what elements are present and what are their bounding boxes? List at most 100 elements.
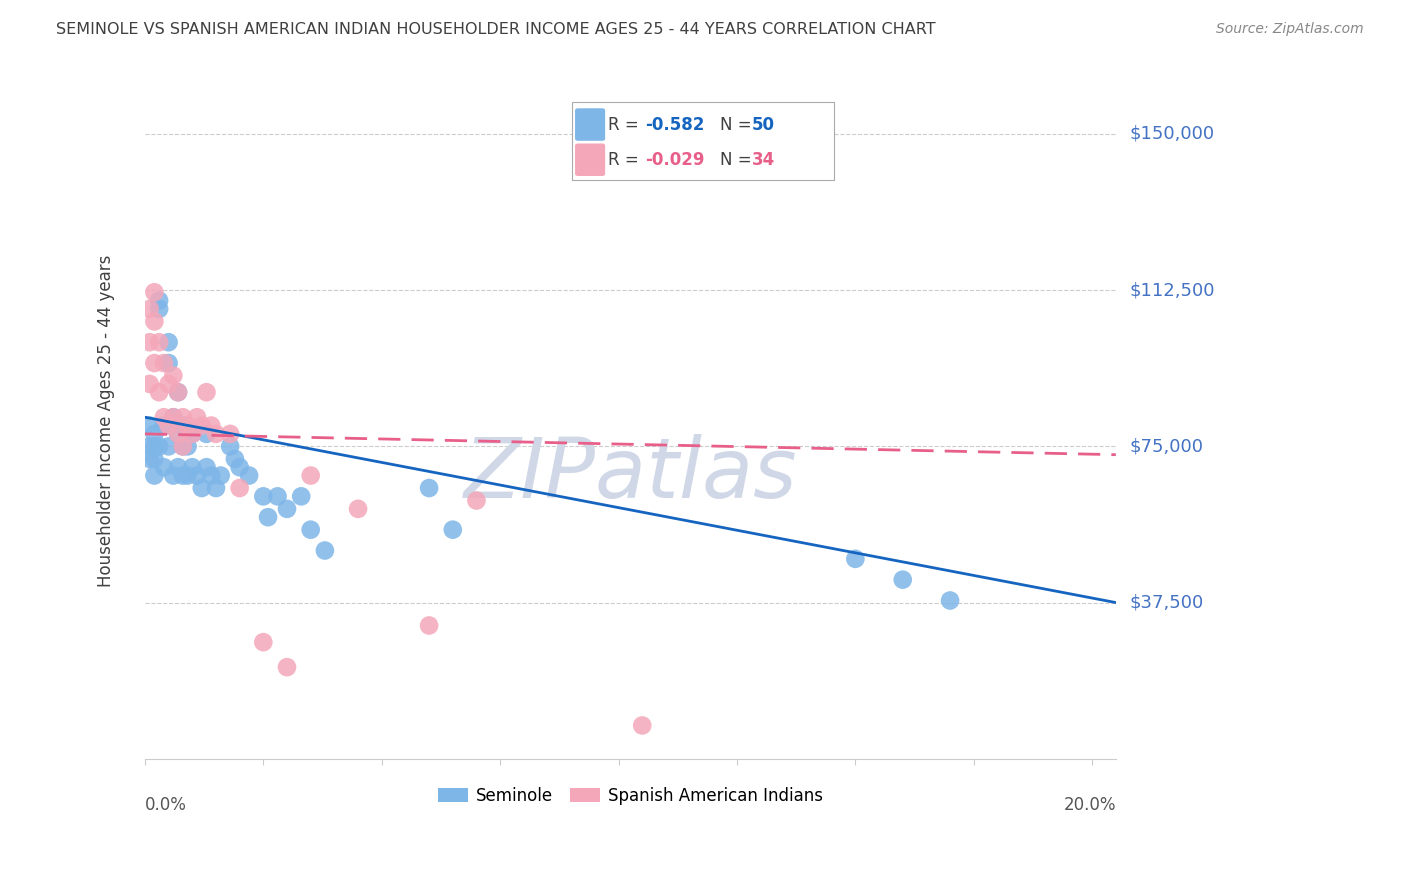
Point (148, 293, 170, 308)
Point (290, 489, 312, 503)
Point (252, 635, 274, 649)
Point (219, 426, 242, 441)
Point (143, 426, 166, 441)
Point (172, 418, 194, 433)
Text: $37,500: $37,500 (1130, 593, 1204, 612)
Point (195, 460, 218, 475)
Point (891, 573, 914, 587)
Point (172, 439, 194, 453)
Point (631, 718, 654, 732)
Point (228, 481, 250, 495)
Point (228, 460, 250, 475)
Point (200, 468, 222, 483)
Point (153, 356, 176, 370)
Text: 20.0%: 20.0% (1063, 796, 1116, 814)
Point (167, 460, 190, 475)
Point (299, 523, 322, 537)
Text: $75,000: $75,000 (1130, 437, 1204, 456)
Point (153, 418, 176, 433)
Point (157, 418, 180, 433)
Point (276, 660, 298, 674)
Point (190, 481, 212, 495)
Text: SEMINOLE VS SPANISH AMERICAN INDIAN HOUSEHOLDER INCOME AGES 25 - 44 YEARS CORREL: SEMINOLE VS SPANISH AMERICAN INDIAN HOUS… (56, 22, 936, 37)
Text: 0.0%: 0.0% (145, 796, 187, 814)
Point (181, 426, 204, 441)
Point (143, 285, 166, 300)
Point (257, 510, 280, 524)
Point (138, 376, 160, 391)
Text: -0.582: -0.582 (645, 116, 704, 134)
Point (347, 501, 370, 516)
Legend: Seminole, Spanish American Indians: Seminole, Spanish American Indians (432, 780, 830, 812)
Point (148, 301, 170, 316)
Point (224, 451, 246, 466)
Point (939, 593, 962, 607)
Point (167, 426, 190, 441)
Point (143, 468, 166, 483)
Text: R =: R = (607, 116, 644, 134)
Point (172, 410, 194, 425)
Point (167, 385, 190, 400)
Point (176, 439, 198, 453)
Text: N =: N = (720, 151, 756, 169)
Text: Source: ZipAtlas.com: Source: ZipAtlas.com (1216, 22, 1364, 37)
Point (162, 410, 184, 425)
Point (418, 481, 440, 495)
Point (186, 410, 208, 425)
Point (157, 376, 180, 391)
Point (314, 543, 336, 558)
Point (162, 468, 184, 483)
Point (167, 426, 190, 441)
FancyBboxPatch shape (572, 103, 834, 180)
Point (138, 451, 160, 466)
Point (157, 439, 180, 453)
Point (176, 418, 198, 433)
Point (172, 468, 194, 483)
Point (143, 451, 166, 466)
Text: ZIPatlas: ZIPatlas (464, 434, 797, 515)
Point (844, 552, 866, 566)
Text: Householder Income Ages 25 - 44 years: Householder Income Ages 25 - 44 years (97, 254, 115, 587)
Point (299, 468, 322, 483)
Point (200, 418, 222, 433)
Text: R =: R = (607, 151, 644, 169)
Point (219, 439, 242, 453)
Point (176, 468, 198, 483)
Point (190, 418, 212, 433)
Point (148, 385, 170, 400)
Point (138, 439, 160, 453)
Point (181, 426, 204, 441)
Point (209, 468, 232, 483)
Text: 50: 50 (752, 116, 775, 134)
Point (195, 385, 218, 400)
Point (162, 368, 184, 383)
Point (172, 439, 194, 453)
Point (138, 301, 160, 316)
Point (153, 410, 176, 425)
Point (143, 314, 166, 328)
Text: -0.029: -0.029 (645, 151, 704, 169)
Text: 34: 34 (752, 151, 775, 169)
Text: $150,000: $150,000 (1130, 125, 1215, 143)
Point (162, 410, 184, 425)
Point (252, 489, 274, 503)
Point (195, 426, 218, 441)
Text: $112,500: $112,500 (1130, 281, 1215, 299)
Point (138, 335, 160, 350)
FancyBboxPatch shape (575, 144, 605, 176)
Point (205, 481, 228, 495)
Point (148, 335, 170, 350)
Text: N =: N = (720, 116, 756, 134)
Point (167, 385, 190, 400)
Point (153, 460, 176, 475)
Point (266, 489, 288, 503)
Point (143, 439, 166, 453)
Point (238, 468, 260, 483)
Point (143, 356, 166, 370)
Point (205, 426, 228, 441)
Point (276, 501, 298, 516)
Point (138, 418, 160, 433)
Point (465, 493, 488, 508)
Point (148, 439, 170, 453)
Point (441, 523, 464, 537)
